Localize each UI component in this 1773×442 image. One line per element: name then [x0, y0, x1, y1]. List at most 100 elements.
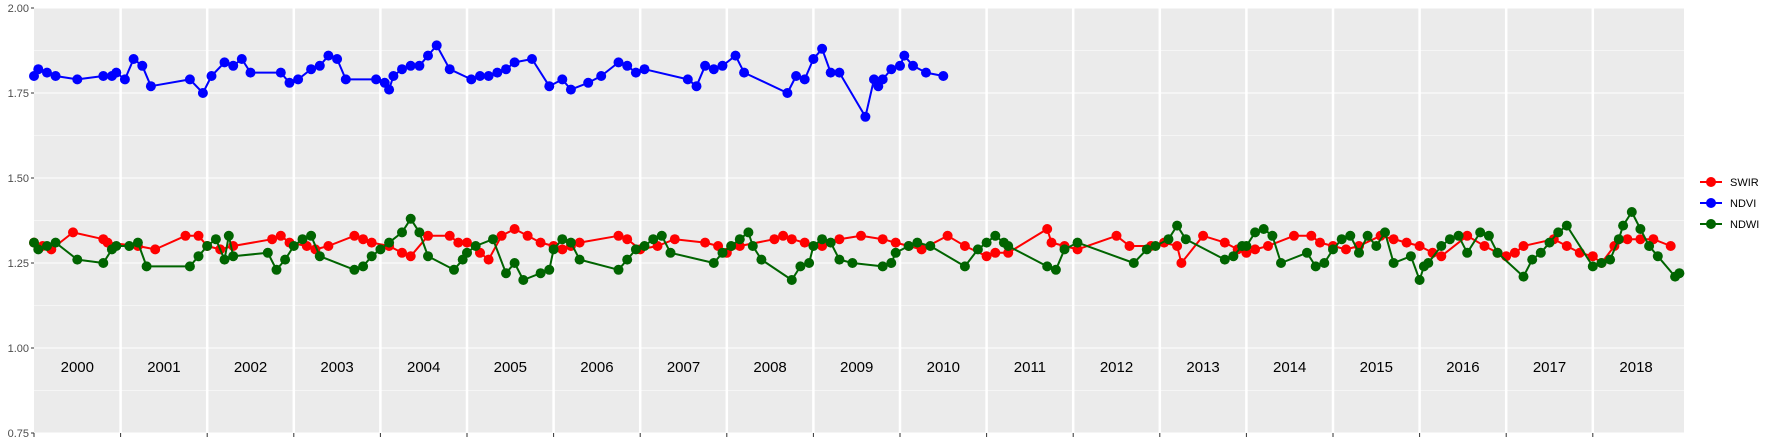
swir-point — [509, 224, 520, 234]
ndwi-point — [795, 261, 806, 272]
ndvi-point — [236, 54, 247, 64]
ndwi-point — [1652, 251, 1663, 262]
ndvi-point — [42, 67, 52, 78]
ndwi-point — [423, 251, 433, 262]
ndwi-point — [1561, 220, 1572, 231]
year-label: 2016 — [1446, 359, 1479, 376]
ndwi-point — [414, 227, 425, 238]
ndvi-point — [444, 64, 455, 75]
ndvi-point — [397, 64, 407, 75]
year-label: 2010 — [927, 359, 960, 376]
legend-key-point — [1706, 198, 1716, 208]
swir-point — [444, 230, 455, 241]
ndwi-point — [1613, 234, 1624, 245]
ndvi-point — [388, 71, 399, 81]
swir-point — [1263, 241, 1273, 251]
ndvi-point — [825, 67, 836, 78]
ndwi-point — [708, 258, 719, 268]
ndwi-point — [1475, 227, 1486, 238]
year-label: 2001 — [147, 359, 180, 376]
year-label: 2012 — [1100, 359, 1133, 376]
ndvi-point — [622, 60, 633, 71]
ndwi-point — [1336, 234, 1347, 245]
ndvi-point — [98, 71, 109, 81]
ndwi-point — [306, 230, 317, 241]
series-ndwi — [29, 207, 1685, 285]
ndvi-point — [808, 54, 819, 64]
y-tick-label: 1.50 — [8, 173, 29, 185]
swir-point — [942, 230, 953, 241]
ndvi-point — [544, 81, 555, 92]
ndwi-point — [990, 230, 1001, 241]
ndwi-point — [834, 254, 845, 265]
year-label: 2003 — [320, 359, 353, 376]
ndwi-point — [1380, 227, 1390, 238]
ndwi-point — [1492, 247, 1503, 258]
ndvi-point — [206, 71, 217, 81]
ndvi-point — [405, 60, 416, 71]
grid-lines — [34, 7, 1684, 434]
ndwi-point — [1302, 247, 1312, 258]
ndwi-point — [42, 241, 52, 251]
ndvi-point — [384, 84, 395, 95]
legend-label: NDWI — [1730, 219, 1759, 231]
legend-label: NDVI — [1730, 198, 1756, 210]
swir-point — [557, 244, 568, 255]
swir-point — [778, 230, 789, 241]
ndwi-point — [518, 275, 529, 285]
ndwi-point — [271, 264, 282, 275]
ndvi-point — [921, 67, 931, 78]
legend-item-ndwi: NDWI — [1700, 219, 1759, 231]
ndvi-point — [275, 67, 286, 78]
ndwi-point — [193, 251, 204, 262]
swir-point — [1561, 241, 1572, 251]
ndwi-point — [262, 247, 273, 258]
ndwi-point — [462, 247, 472, 258]
ndwi-point — [1626, 207, 1637, 217]
ndwi-point — [228, 251, 239, 262]
swir-point — [522, 230, 533, 241]
ndvi-point — [613, 57, 624, 68]
swir-point — [1306, 230, 1317, 241]
ndwi-point — [925, 241, 936, 251]
ndwi-point — [1553, 227, 1564, 238]
ndwi-point — [656, 230, 667, 241]
swir-point — [1219, 237, 1230, 248]
ndwi-point — [132, 237, 143, 248]
ndvi-point — [799, 74, 810, 85]
ndwi-point — [1423, 258, 1434, 268]
ndwi-point — [1674, 268, 1685, 279]
legend-key-point — [1706, 177, 1716, 187]
ndwi-point — [219, 254, 230, 265]
ndvi-point — [145, 81, 156, 92]
swir-point — [150, 244, 161, 255]
ndvi-point — [938, 71, 949, 81]
ndvi-point — [284, 77, 295, 88]
ndwi-point — [1219, 254, 1230, 265]
ndvi-point — [739, 67, 750, 78]
ndvi-point — [293, 74, 304, 85]
swir-point — [366, 237, 377, 248]
year-label: 2015 — [1360, 359, 1393, 376]
ndwi-point — [903, 241, 914, 251]
ndwi-point — [1453, 230, 1464, 241]
swir-point — [1289, 230, 1299, 241]
ndwi-point — [288, 241, 299, 251]
ndvi-point — [111, 67, 122, 78]
ndvi-point — [184, 74, 195, 85]
year-label: 2017 — [1533, 359, 1566, 376]
ndvi-point — [782, 88, 793, 98]
ndwi-point — [886, 258, 897, 268]
ndvi-point — [245, 67, 256, 78]
ndwi-point — [1276, 258, 1286, 268]
year-label: 2000 — [61, 359, 94, 376]
swir-point — [496, 230, 507, 241]
ndwi-point — [397, 227, 407, 238]
ndwi-point — [1042, 261, 1053, 272]
swir-point — [1462, 230, 1473, 241]
ndwi-point — [50, 237, 61, 248]
ndwi-point — [297, 234, 308, 245]
ndwi-point — [375, 244, 386, 255]
ndvi-point — [886, 64, 897, 75]
swir-point — [834, 234, 845, 245]
